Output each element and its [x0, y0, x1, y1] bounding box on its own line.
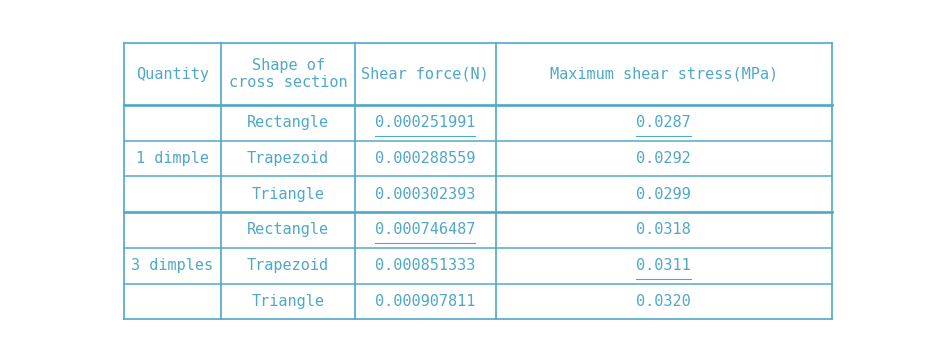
Text: Triangle: Triangle: [252, 294, 324, 309]
Text: 0.000907811: 0.000907811: [375, 294, 475, 309]
Text: Maximum shear stress(MPa): Maximum shear stress(MPa): [550, 67, 777, 81]
Text: 0.0287: 0.0287: [637, 115, 691, 130]
Text: Shear force(N): Shear force(N): [362, 67, 489, 81]
Text: 0.0299: 0.0299: [637, 187, 691, 202]
Text: Rectangle: Rectangle: [247, 115, 329, 130]
Text: Rectangle: Rectangle: [247, 223, 329, 237]
Text: 0.000302393: 0.000302393: [375, 187, 475, 202]
Text: Quantity: Quantity: [136, 67, 209, 81]
Text: 0.0318: 0.0318: [637, 223, 691, 237]
Text: Trapezoid: Trapezoid: [247, 151, 329, 166]
Text: 0.000851333: 0.000851333: [375, 258, 475, 273]
Text: 1 dimple: 1 dimple: [136, 151, 209, 166]
Text: 3 dimples: 3 dimples: [131, 258, 213, 273]
Text: 0.0320: 0.0320: [637, 294, 691, 309]
Text: Triangle: Triangle: [252, 187, 324, 202]
Text: 0.0311: 0.0311: [637, 258, 691, 273]
Text: 0.0292: 0.0292: [637, 151, 691, 166]
Text: 0.000746487: 0.000746487: [375, 223, 475, 237]
Text: 0.000251991: 0.000251991: [375, 115, 475, 130]
Text: 0.000288559: 0.000288559: [375, 151, 475, 166]
Text: Trapezoid: Trapezoid: [247, 258, 329, 273]
Text: Shape of
cross section: Shape of cross section: [228, 58, 348, 90]
